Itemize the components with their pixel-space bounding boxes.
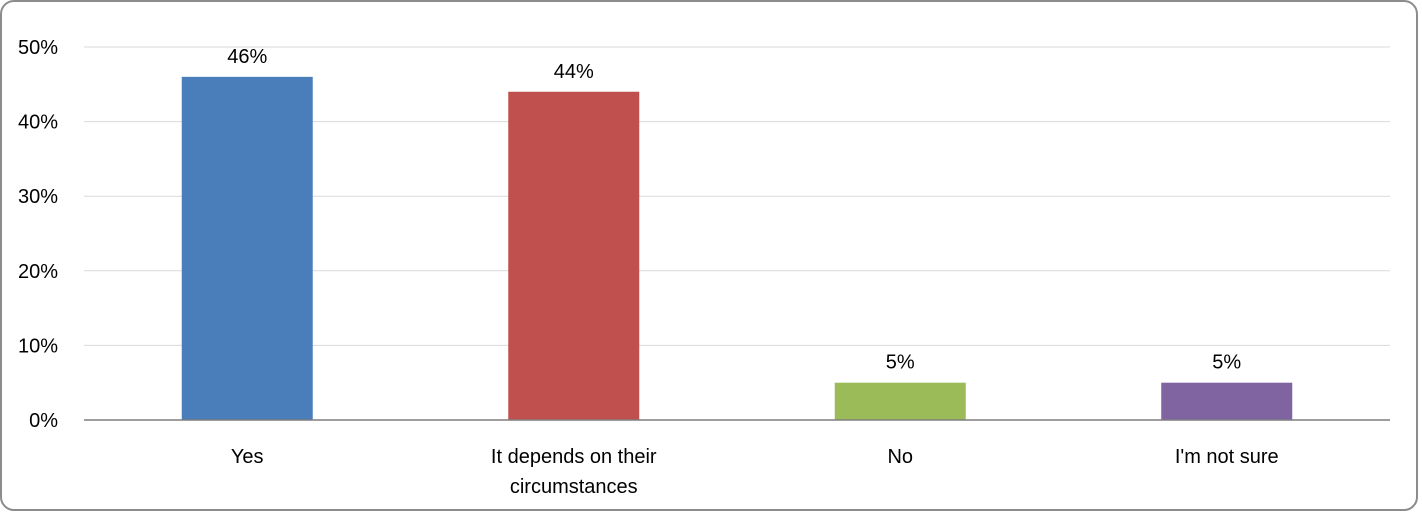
x-category-label: I'm not sure	[1175, 446, 1279, 468]
y-tick-label: 10%	[18, 335, 58, 357]
bar	[181, 76, 313, 420]
data-label: 44%	[554, 61, 594, 83]
data-label: 5%	[1212, 352, 1241, 374]
y-tick-label: 40%	[18, 112, 58, 134]
y-tick-label: 50%	[18, 37, 58, 59]
y-tick-label: 20%	[18, 261, 58, 283]
bar	[508, 91, 640, 420]
y-tick-label: 30%	[18, 186, 58, 208]
data-label: 5%	[886, 352, 915, 374]
y-tick-label: 0%	[29, 410, 58, 432]
bar	[834, 382, 966, 420]
bar	[1161, 382, 1293, 420]
x-category-label: Yes	[231, 446, 264, 468]
x-category-label: It depends on their	[491, 446, 657, 468]
x-category-label: circumstances	[510, 476, 638, 498]
x-category-label: No	[887, 446, 913, 468]
data-label: 46%	[227, 46, 267, 68]
